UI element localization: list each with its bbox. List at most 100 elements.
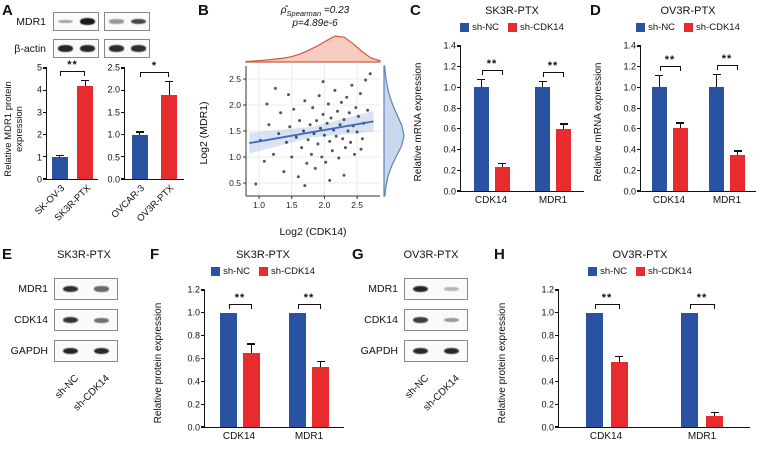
- y-tick-label: 0.8: [443, 103, 456, 114]
- bar-slot: [161, 68, 178, 179]
- panel-a-label: A: [2, 2, 13, 19]
- plot-area: ** **: [457, 45, 584, 192]
- significance-bracket: **: [716, 53, 738, 70]
- significance-stars: **: [696, 291, 708, 304]
- bar-group: [699, 46, 757, 191]
- significance-bracket: **: [60, 59, 85, 77]
- svg-text:0.5: 0.5: [229, 178, 241, 188]
- y-tick-mark: [201, 289, 205, 291]
- panel-f: F SK3R-PTX sh-NC sh-CDK14 Relative protei…: [150, 246, 350, 462]
- bar: [131, 134, 148, 179]
- pvalue-annotation: p=4.89e-6: [292, 18, 338, 29]
- protein-band: [63, 347, 78, 355]
- legend-item: sh-NC: [636, 22, 675, 33]
- legend-label: sh-CDK14: [648, 266, 692, 277]
- legend-label: sh-CDK14: [271, 266, 315, 277]
- panel-a: A MDR1 β-actin Relative MDR1 protein expr…: [2, 2, 196, 242]
- y-tick-label: 1.2: [623, 61, 636, 72]
- error-bar-cap: [615, 355, 624, 358]
- protein-band: [108, 45, 124, 52]
- panel-e: E SK3R-PTX MDR1 CDK14 GAPDH sh-NC sh-CDK14: [2, 246, 148, 462]
- blot-protein-label: MDR1: [368, 283, 398, 295]
- y-tick-label: 1.0: [541, 307, 554, 318]
- error-bar: [737, 150, 739, 155]
- bar-slot: [535, 46, 551, 191]
- y-tick-mark: [121, 156, 125, 158]
- legend-item: sh-CDK14: [684, 22, 740, 33]
- protein-band: [444, 317, 459, 323]
- blot-protein-label: β-actin: [14, 42, 46, 55]
- significance-stars: *: [151, 60, 158, 73]
- y-tick-mark: [637, 86, 641, 89]
- y-tick-label: 1.0: [623, 82, 636, 93]
- panel-f-label: F: [150, 246, 160, 263]
- x-axis-labels: SK-OV-3 SK3R-PTX: [32, 180, 98, 226]
- legend-item: sh-CDK14: [259, 266, 315, 277]
- error-bar-cap: [165, 81, 174, 83]
- category-label: OV3R-PTX: [135, 183, 177, 225]
- bar: [242, 352, 260, 427]
- y-tick-label: 0.6: [541, 353, 554, 364]
- bar-slot: [730, 46, 746, 191]
- error-bar: [563, 123, 565, 129]
- y-tick-label: 2.0: [107, 84, 120, 95]
- panel-d: D OV3R-PTX sh-NC sh-CDK14 Relative mRNA e…: [590, 2, 760, 242]
- y-tick-label: 1.0: [187, 307, 200, 318]
- blot-row: β-actin: [4, 39, 198, 58]
- y-tick-label: 0.4: [623, 144, 636, 155]
- y-tick-label: 0.2: [443, 165, 456, 176]
- svg-text:2.0: 2.0: [229, 100, 241, 110]
- panel-g: G OV3R-PTX MDR1 CDK14 GAPDH sh-NC sh-CDK14: [352, 246, 492, 462]
- bar-slot: [131, 68, 148, 179]
- panel-g-western-blot: MDR1 CDK14 GAPDH sh-NC sh-CDK14: [354, 278, 494, 421]
- category-label: MDR1: [687, 431, 717, 442]
- protein-band: [57, 45, 73, 52]
- bar: [651, 87, 667, 191]
- panel-h-title: OV3R-PTX: [612, 249, 668, 261]
- legend-item: sh-NC: [588, 266, 627, 277]
- legend-swatch: [211, 267, 221, 276]
- category-label: CDK14: [652, 195, 686, 206]
- panel-e-western-blot: MDR1 CDK14 GAPDH sh-NC sh-CDK14: [4, 278, 150, 421]
- bar-group: [155, 68, 185, 179]
- y-tick-label: 3: [36, 107, 42, 118]
- significance-bracket: **: [659, 54, 681, 71]
- error-bar-cap: [655, 74, 664, 76]
- error-bar: [542, 81, 544, 88]
- legend-swatch: [460, 23, 470, 32]
- protein-band: [444, 347, 459, 355]
- blot-lane-box: [53, 39, 99, 58]
- protein-band: [63, 285, 78, 293]
- panel-g-title: OV3R-PTX: [403, 249, 459, 261]
- y-tick-mark: [555, 289, 559, 291]
- error-bar-cap: [135, 131, 144, 133]
- y-axis-ticks: 0.0 0.2 0.4 0.6 0.8 1.0 1.2: [180, 285, 204, 432]
- legend-label: sh-CDK14: [696, 22, 740, 33]
- significance-bracket: **: [594, 292, 620, 309]
- y-tick-mark: [43, 178, 47, 180]
- error-bar-cap: [710, 411, 719, 414]
- y-tick-mark: [555, 380, 559, 382]
- bar-slot: [494, 46, 510, 191]
- legend-swatch: [508, 23, 518, 32]
- x-axis-labels: CDK14 MDR1: [640, 192, 756, 206]
- x-axis-labels: OVCAR-3 OV3R-PTX: [109, 180, 184, 226]
- protein-band: [413, 285, 428, 293]
- scatter-svg: 1.0 1.5 2.0 2.5 0.5 1.0 1.5 2.0 2.5: [229, 35, 405, 210]
- bar-group: [559, 290, 655, 427]
- bar-slot: [706, 290, 724, 427]
- category-label: MDR1: [712, 195, 742, 206]
- plot-area: *: [121, 60, 185, 180]
- y-tick-mark: [457, 66, 461, 68]
- bar-slot: [651, 46, 667, 191]
- bar-slot: [473, 46, 489, 191]
- plot-area: **: [43, 59, 98, 180]
- category-label: MDR1: [538, 195, 568, 206]
- y-tick-label: 0.6: [187, 353, 200, 364]
- y-tick-mark: [457, 190, 461, 192]
- legend-label: sh-CDK14: [520, 22, 564, 33]
- y-tick-mark: [121, 178, 125, 180]
- x-axis-labels: CDK14 MDR1: [558, 428, 750, 442]
- legend-item: sh-CDK14: [636, 266, 692, 277]
